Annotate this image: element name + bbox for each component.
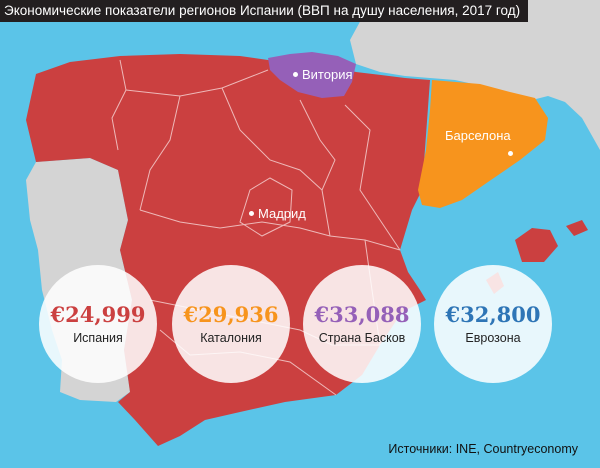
stat-value: €24,999: [50, 302, 146, 327]
stat-value: €32,800: [445, 302, 541, 327]
mallorca-island: [515, 228, 558, 262]
city-label: Барселона: [445, 128, 511, 143]
basque-country-region: [268, 52, 356, 98]
city-marker-icon: [293, 72, 298, 77]
stat-value: €33,088: [314, 302, 410, 327]
stat-label: Еврозона: [465, 331, 521, 345]
stat-label: Каталония: [200, 331, 262, 345]
stat-spain: €24,999 Испания: [39, 265, 157, 383]
city-label: Мадрид: [258, 206, 306, 221]
city-marker-icon: [249, 211, 254, 216]
city-marker-icon: [508, 151, 513, 156]
stat-value: €29,936: [183, 302, 279, 327]
stat-label: Страна Басков: [318, 331, 406, 345]
stat-basque-country: €33,088 Страна Басков: [303, 265, 421, 383]
stat-catalonia: €29,936 Каталония: [172, 265, 290, 383]
city-barcelona-dot: [508, 151, 517, 156]
stat-label: Испания: [73, 331, 123, 345]
france-land: [350, 0, 600, 150]
city-vitoria: Витория: [293, 67, 353, 82]
page-title: Экономические показатели регионов Испани…: [0, 0, 529, 22]
menorca-island: [566, 220, 588, 236]
catalonia-region: [418, 80, 548, 208]
stat-eurozone: €32,800 Еврозона: [434, 265, 552, 383]
city-label: Витория: [302, 67, 353, 82]
city-madrid: Мадрид: [249, 206, 306, 221]
city-barcelona: Барселона: [445, 128, 511, 143]
source-note: Источники: INE, Countryeconomy: [388, 442, 578, 456]
